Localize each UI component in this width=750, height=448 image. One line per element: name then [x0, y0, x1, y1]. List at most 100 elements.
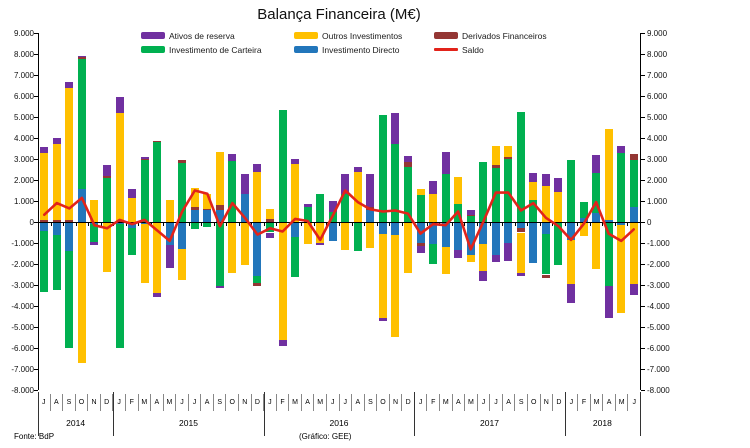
year-divider — [640, 392, 641, 436]
bar-segment-investimento-directo — [378, 222, 387, 234]
month-label: A — [151, 394, 164, 411]
bar-segment-derivados-financeiros — [140, 159, 149, 161]
month-label: J — [113, 394, 126, 411]
month-label: M — [591, 394, 604, 411]
y-tick-right — [641, 201, 645, 202]
bar-segment-investimento-directo — [203, 210, 212, 222]
legend-label: Saldo — [462, 44, 484, 55]
y-tick-right — [641, 264, 645, 265]
month-tick — [163, 222, 165, 226]
bar-segment-investimento-directo — [240, 193, 249, 222]
bar-segment-investimento-directo — [52, 222, 61, 235]
bar-segment-ativos-de-reserva — [554, 177, 563, 192]
month-tick — [125, 222, 127, 226]
month-tick — [464, 222, 466, 226]
bar-segment-outros-investimentos — [491, 146, 500, 166]
bar-segment-investimento-directo — [65, 222, 74, 252]
bar-segment-ativos-de-reserva — [466, 210, 475, 215]
bar-segment-derivados-financeiros — [190, 207, 199, 211]
month-tick — [339, 222, 340, 226]
year-label: 2017 — [480, 418, 499, 428]
bar-segment-ativos-de-reserva — [516, 273, 525, 276]
bar-segment-derivados-financeiros — [203, 209, 212, 211]
year-divider — [564, 392, 566, 436]
month-label: M — [289, 394, 302, 411]
bar-segment-ativos-de-reserva — [504, 243, 513, 261]
bar-segment-outros-investimentos — [102, 223, 111, 273]
y-tick-left — [34, 117, 38, 118]
bar-segment-ativos-de-reserva — [240, 173, 249, 194]
month-label: N — [88, 394, 101, 411]
month-label: M — [465, 394, 478, 411]
bar-segment-derivados-financeiros — [403, 162, 412, 168]
bar-segment-derivados-financeiros — [491, 165, 500, 169]
y-axis-label: 2.000 — [647, 175, 668, 185]
month-label: J — [415, 394, 428, 411]
y-axis-label: -8.000 — [647, 385, 670, 395]
legend-line-swatch — [434, 48, 458, 51]
bar-segment-ativos-de-reserva — [291, 159, 300, 165]
bar-segment-derivados-financeiros — [215, 205, 224, 211]
year-label: 2014 — [66, 418, 86, 428]
bar-segment-investimento-directo — [165, 222, 174, 246]
bar-segment-outros-investimentos — [52, 144, 61, 220]
year-divider — [263, 392, 265, 436]
bar-segment-investimento-directo — [466, 222, 475, 255]
bar-segment-investimento-de-carteira — [102, 177, 111, 222]
month-label: J — [176, 394, 189, 411]
month-tick — [476, 222, 478, 226]
month-label: D — [101, 394, 114, 411]
month-tick — [589, 222, 591, 226]
year-label: 2015 — [179, 418, 198, 428]
bar-segment-investimento-directo — [491, 222, 500, 255]
bar-segment-investimento-directo — [579, 217, 588, 222]
bar-segment-ativos-de-reserva — [278, 339, 287, 346]
bar-segment-outros-investimentos — [240, 222, 249, 266]
y-axis-label: -1.000 — [11, 238, 34, 248]
month-label: S — [214, 394, 227, 411]
bar-segment-investimento-de-carteira — [52, 234, 61, 291]
bar-segment-ativos-de-reserva — [328, 201, 337, 212]
bar-segment-investimento-directo — [291, 222, 300, 237]
y-tick-left — [34, 33, 38, 34]
y-tick-left — [34, 222, 38, 223]
legend-item: Saldo — [434, 43, 584, 56]
year-divider — [113, 392, 115, 436]
bar-segment-outros-investimentos — [65, 87, 74, 220]
month-tick — [188, 222, 190, 226]
bar-segment-derivados-financeiros — [466, 214, 475, 216]
y-tick-left — [34, 180, 38, 181]
bar-segment-investimento-directo — [529, 222, 538, 263]
bar-segment-investimento-de-carteira — [291, 236, 300, 277]
y-axis-label: 2.000 — [13, 175, 34, 185]
month-tick — [602, 222, 604, 226]
bar-segment-investimento-de-carteira — [529, 199, 538, 222]
legend-item: Derivados Financeiros — [434, 29, 584, 42]
y-tick-left — [34, 348, 38, 349]
bar-segment-investimento-directo — [441, 222, 450, 248]
y-tick-right — [641, 348, 645, 349]
legend-color-swatch — [141, 46, 165, 53]
y-tick-right — [641, 222, 645, 223]
bar-segment-outros-investimentos — [178, 249, 187, 280]
y-axis-label: 9.000 — [13, 28, 34, 38]
month-tick — [564, 222, 566, 226]
month-label: F — [427, 394, 440, 411]
bar-segment-outros-investimentos — [190, 188, 199, 208]
month-label: D — [252, 394, 265, 411]
month-tick — [614, 222, 616, 226]
legend-color-swatch — [294, 32, 318, 39]
bar-segment-ativos-de-reserva — [266, 232, 275, 238]
bar-segment-derivados-financeiros — [77, 57, 86, 60]
saldo-line — [43, 189, 636, 251]
month-tick — [276, 222, 278, 226]
bar-segment-outros-investimentos — [403, 223, 412, 274]
bar-segment-ativos-de-reserva — [604, 286, 613, 318]
month-label: M — [314, 394, 327, 411]
bar-segment-investimento-de-carteira — [403, 167, 412, 222]
y-tick-left — [34, 390, 38, 391]
y-tick-left — [34, 327, 38, 328]
